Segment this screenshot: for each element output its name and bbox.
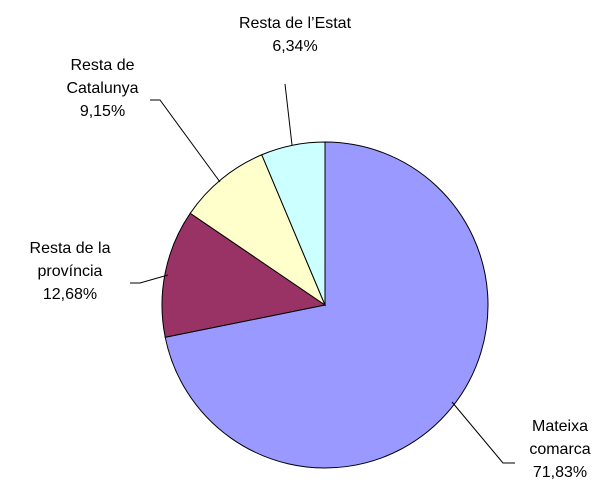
- category-label: Resta de la província: [29, 240, 111, 280]
- slice-label: Resta de Catalunya 9,15%: [55, 54, 150, 123]
- value-label: 6,34%: [272, 38, 318, 55]
- category-label: Resta de Catalunya: [66, 57, 139, 97]
- slice-label: Resta de la província 12,68%: [10, 237, 130, 306]
- value-label: 9,15%: [79, 103, 126, 120]
- pie-slice: [189, 154, 327, 307]
- category-label: Resta de l’Estat: [238, 15, 352, 32]
- slice-label: Mateixa comarca 71,83%: [515, 415, 605, 484]
- pie-slice: [261, 141, 326, 306]
- category-label: Mateixa comarca: [529, 418, 591, 458]
- value-label: 12,68%: [42, 286, 98, 303]
- pie-slice: [164, 141, 489, 469]
- slice-label: Resta de l’Estat 6,34%: [200, 12, 390, 58]
- value-label: 71,83%: [532, 464, 588, 481]
- leader-line: [130, 274, 169, 284]
- leader-line: [150, 99, 221, 183]
- leader-line: [284, 83, 293, 146]
- pie-slice: [161, 212, 327, 338]
- leader-line: [451, 401, 515, 464]
